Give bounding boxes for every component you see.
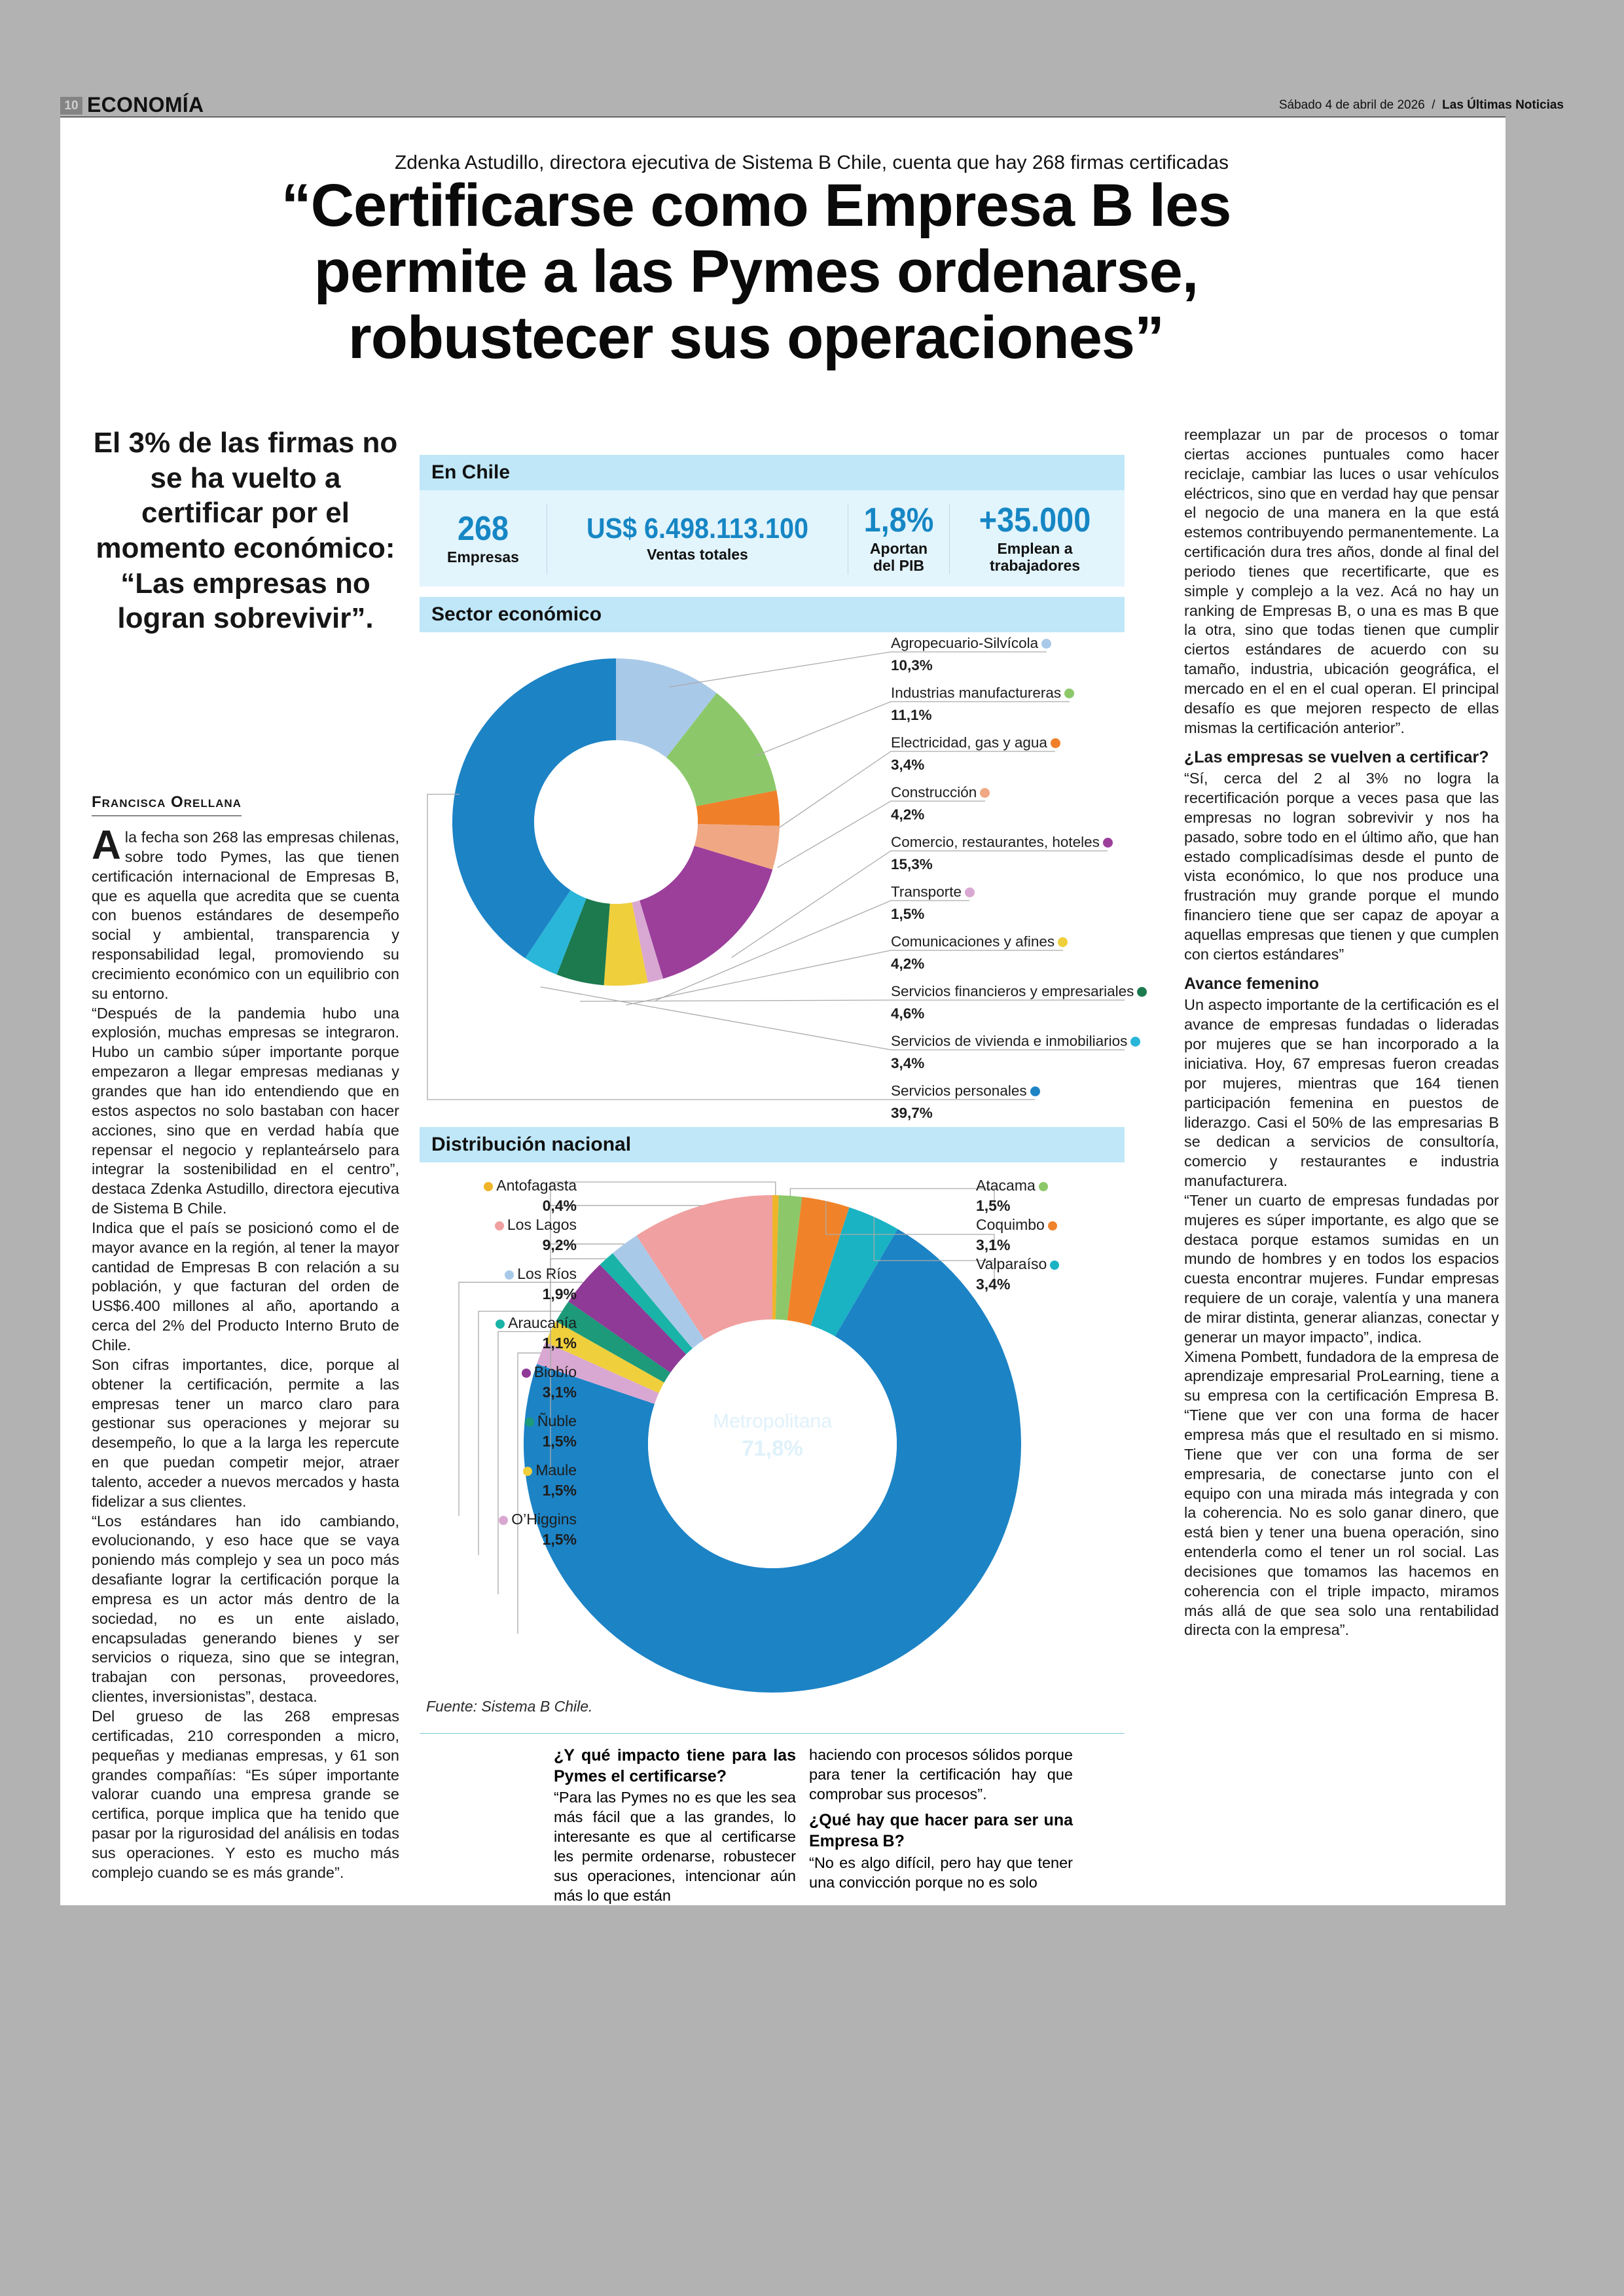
svg-text:71,8%: 71,8% <box>742 1436 803 1460</box>
svg-text:Metropolitana: Metropolitana <box>713 1410 832 1432</box>
